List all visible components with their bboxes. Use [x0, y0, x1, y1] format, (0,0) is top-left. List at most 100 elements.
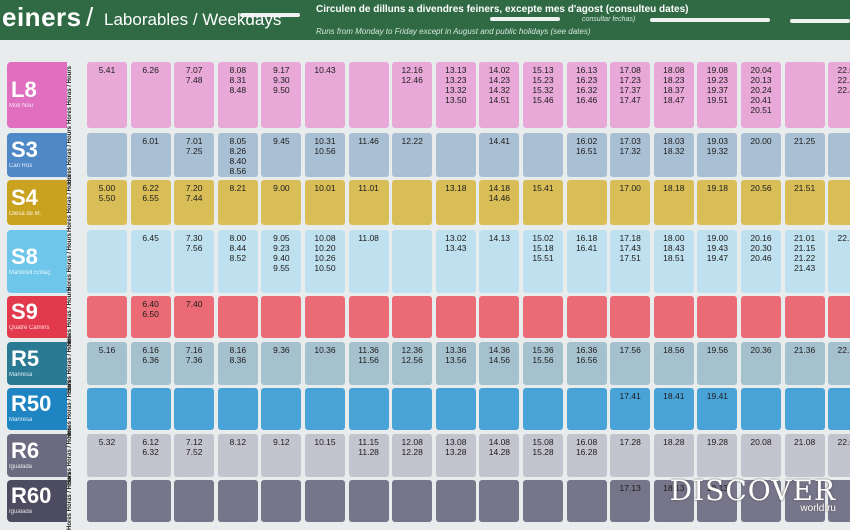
time-cell [348, 388, 389, 430]
time-cell: 15.13 15.23 15.32 15.46 [523, 62, 563, 128]
time-cell: 15.02 15.18 15.51 [523, 230, 563, 293]
time-cell: 12.16 12.46 [392, 62, 433, 128]
time-cell: 10.01 [305, 180, 345, 225]
time-cell: 19.08 19.23 19.37 19.51 [697, 62, 738, 128]
hores-label: Hores Horas / Hours [67, 232, 73, 291]
line-code: S4 [11, 184, 38, 210]
time-cell: 14.41 [479, 133, 520, 177]
time-cell: 7.30 7.56 [174, 230, 215, 293]
time-cell [784, 388, 825, 430]
time-cell: 18.28 [653, 434, 694, 477]
time-cell [523, 388, 563, 430]
time-cell: 10.15 [305, 434, 345, 477]
header-subtitle: Laborables / Weekdays [104, 10, 282, 29]
time-cell: 18.08 18.23 18.37 18.47 [653, 62, 694, 128]
time-cell: 6.12 6.32 [130, 434, 171, 477]
line-label: L8 Molí Nou [7, 62, 67, 128]
time-cell: 22.15 [828, 230, 850, 293]
time-cell: 7.16 7.36 [174, 342, 215, 385]
time-cell: 17.03 17.32 [610, 133, 651, 177]
line-code: R6 [11, 437, 40, 463]
time-cell [523, 133, 563, 177]
time-cell: 10.43 [305, 62, 345, 128]
time-cell: 6.16 6.36 [130, 342, 171, 385]
header-note-spanish: consultar fechas) [582, 16, 636, 23]
time-cell: 8.12 [217, 434, 258, 477]
time-cell: 7.20 7.44 [174, 180, 215, 225]
line-station: Manresa [9, 417, 33, 423]
hores-label: Hores Horas / Hours [67, 471, 73, 530]
time-cell [828, 180, 850, 225]
time-cell: 18.00 18.43 18.51 [653, 230, 694, 293]
time-cell: 7.12 7.52 [174, 434, 215, 477]
line-code: S9 [11, 299, 38, 324]
header-title: einers [2, 2, 82, 32]
time-cell: 5.41 [87, 62, 127, 128]
time-cell: 8.08 8.31 8.48 [217, 62, 258, 128]
time-cell: 19.56 [697, 342, 738, 385]
time-cell: 17.28 [610, 434, 651, 477]
line-station: Quatre Camins [9, 325, 50, 331]
line-station: Olesa de M. [9, 210, 42, 217]
time-cell [566, 388, 607, 430]
time-cell [87, 388, 127, 430]
time-cell: 16.18 16.41 [566, 230, 607, 293]
time-cell: 6.22 6.55 [130, 180, 171, 225]
time-cell: 13.13 13.23 13.32 13.50 [435, 62, 476, 128]
time-cell: 17.18 17.43 17.51 [610, 230, 651, 293]
line-label: S3 Can Ros [7, 133, 67, 177]
line-label: R6 Igualada [7, 434, 67, 477]
time-cell [305, 296, 345, 338]
time-cell: 19.00 19.43 19.47 [697, 230, 738, 293]
time-cell: 22.00 [828, 434, 850, 477]
time-cell [741, 480, 781, 522]
time-cell [261, 388, 302, 430]
line-label: S8 Martorell Enllaç [7, 230, 67, 293]
time-cell: 13.36 13.56 [435, 342, 476, 385]
header-slash: / [86, 2, 94, 32]
time-cell [828, 296, 850, 338]
timetable-row-r5: R5 Manresa Hores Horas / Hours 5.16 6.16 6.36… [7, 334, 850, 393]
glare-reflection [240, 13, 300, 17]
time-cell: 7.01 7.25 [174, 133, 215, 177]
timetable-row-r6: R6 Igualada Hores Horas / Hours 5.32 6.12 6.3… [7, 426, 850, 485]
time-cell [174, 480, 215, 522]
timetable-row-l8: L8 Molí Nou Hores Horas / Hours 5.41 6.26 7.0… [7, 62, 850, 128]
time-cell [392, 296, 433, 338]
time-cell [261, 296, 302, 338]
time-cell: 18.41 [653, 388, 694, 430]
time-cell: 19.03 19.32 [697, 133, 738, 177]
time-cell [392, 480, 433, 522]
time-cell: 5.32 [87, 434, 127, 477]
time-cell [261, 480, 302, 522]
time-cell: 8.21 [217, 180, 258, 225]
line-station: Igualada [9, 509, 33, 515]
time-cell: 21.36 [784, 342, 825, 385]
time-cell: 15.08 15.28 [523, 434, 563, 477]
time-cell: 17.56 [610, 342, 651, 385]
line-station: Martorell Enllaç [9, 269, 51, 276]
line-code: R50 [11, 391, 52, 416]
time-cell: 6.45 [130, 230, 171, 293]
time-cell: 19.13 [697, 480, 738, 522]
time-cell: 12.22 [392, 133, 433, 177]
time-cell: 19.28 [697, 434, 738, 477]
time-cell: 8.16 8.36 [217, 342, 258, 385]
time-cell: 14.18 14.46 [479, 180, 520, 225]
time-cell: 20.16 20.30 20.46 [741, 230, 781, 293]
watermark: DISCOVER world.ru [670, 474, 836, 514]
time-cell: 19.18 [697, 180, 738, 225]
time-cell [784, 62, 825, 128]
time-cell: 9.45 [261, 133, 302, 177]
time-cell: 15.41 [523, 180, 563, 225]
line-code: L8 [11, 77, 37, 102]
time-cell [566, 480, 607, 522]
time-cell: 17.08 17.23 17.37 17.47 [610, 62, 651, 128]
timetable-row-s8: S8 Martorell Enllaç Hores Horas / Hours 6.4… [7, 230, 850, 293]
time-cell [217, 296, 258, 338]
time-cell: 5.16 [87, 342, 127, 385]
time-cell: 14.36 14.56 [479, 342, 520, 385]
time-cell [174, 388, 215, 430]
time-cell [217, 388, 258, 430]
time-cell [479, 296, 520, 338]
